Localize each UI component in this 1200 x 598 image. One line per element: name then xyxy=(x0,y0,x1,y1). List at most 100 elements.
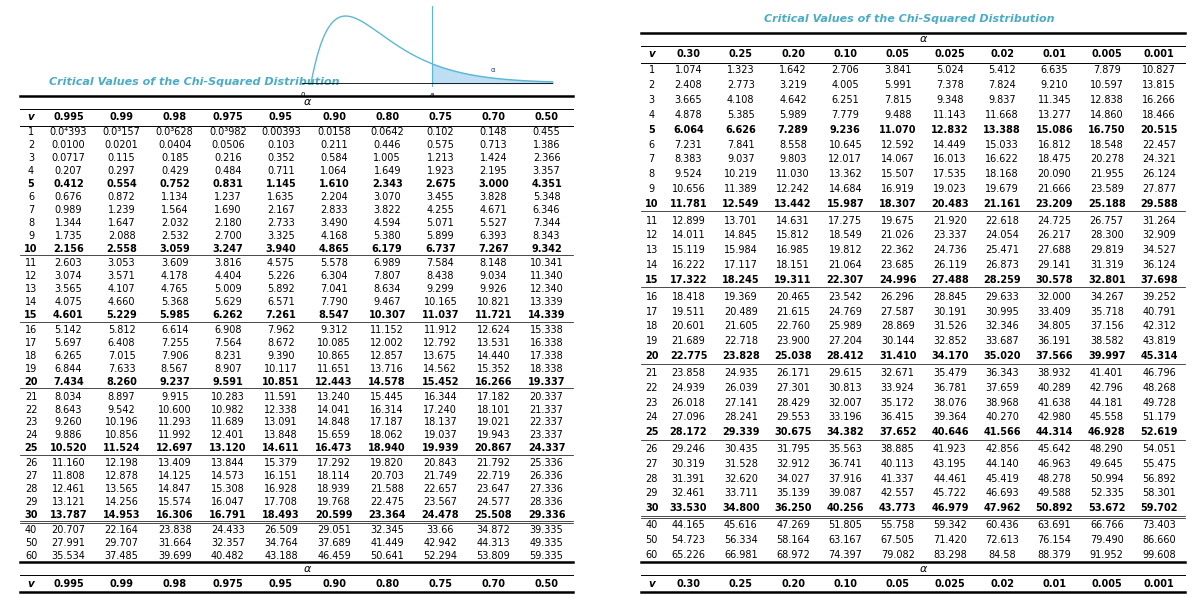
Text: 8.231: 8.231 xyxy=(214,351,241,361)
Text: 0.99: 0.99 xyxy=(109,579,133,588)
Text: 22.718: 22.718 xyxy=(724,336,757,346)
Text: 17.292: 17.292 xyxy=(317,458,352,468)
Text: 6.635: 6.635 xyxy=(1040,65,1068,75)
Text: 31.664: 31.664 xyxy=(158,538,192,548)
Text: 5.412: 5.412 xyxy=(989,65,1016,75)
Text: 22.719: 22.719 xyxy=(476,471,510,481)
Text: 49.588: 49.588 xyxy=(1038,489,1072,499)
Text: 0.30: 0.30 xyxy=(677,50,701,59)
Text: 13.362: 13.362 xyxy=(828,169,863,179)
Text: 0.0717: 0.0717 xyxy=(52,153,85,163)
Text: 1.649: 1.649 xyxy=(373,166,401,176)
Text: 22.618: 22.618 xyxy=(985,216,1019,225)
Text: 2: 2 xyxy=(649,80,655,90)
Text: 3.059: 3.059 xyxy=(160,243,190,254)
Text: 33.687: 33.687 xyxy=(985,336,1019,346)
Text: 18.338: 18.338 xyxy=(529,364,564,374)
Text: 7.261: 7.261 xyxy=(265,310,296,321)
Text: 7.824: 7.824 xyxy=(989,80,1016,90)
Text: 20.515: 20.515 xyxy=(1140,124,1178,135)
Text: 2.773: 2.773 xyxy=(727,80,755,90)
Text: 37.698: 37.698 xyxy=(1140,275,1178,285)
Text: 27.204: 27.204 xyxy=(828,336,863,346)
Text: 55.475: 55.475 xyxy=(1142,459,1176,469)
Text: 15.119: 15.119 xyxy=(672,245,706,255)
Text: 0.0³157: 0.0³157 xyxy=(103,127,140,137)
Text: 0.429: 0.429 xyxy=(161,166,188,176)
Text: 23.685: 23.685 xyxy=(881,260,914,270)
Text: 26.217: 26.217 xyxy=(1038,230,1072,240)
Text: 24.939: 24.939 xyxy=(672,383,706,393)
Text: 28: 28 xyxy=(25,484,37,494)
Text: 26.757: 26.757 xyxy=(1090,216,1124,225)
Text: 40: 40 xyxy=(646,520,658,530)
Text: 13.701: 13.701 xyxy=(724,216,757,225)
Text: 66.981: 66.981 xyxy=(724,550,757,560)
Text: 2.343: 2.343 xyxy=(372,179,402,189)
Text: 21.064: 21.064 xyxy=(828,260,863,270)
Text: 2.366: 2.366 xyxy=(533,153,560,163)
Text: 11.651: 11.651 xyxy=(317,364,350,374)
Text: 4.642: 4.642 xyxy=(779,95,806,105)
Text: 10.821: 10.821 xyxy=(476,297,510,307)
Text: 30: 30 xyxy=(646,504,659,513)
Text: 23: 23 xyxy=(25,417,37,428)
Text: 2.156: 2.156 xyxy=(53,243,84,254)
Text: 2.204: 2.204 xyxy=(320,192,348,202)
Text: 40.791: 40.791 xyxy=(1142,307,1176,316)
Text: 0.02: 0.02 xyxy=(990,579,1014,588)
Text: 7.633: 7.633 xyxy=(108,364,136,374)
Text: 0.0506: 0.0506 xyxy=(211,140,245,150)
Text: 16.222: 16.222 xyxy=(672,260,706,270)
Text: 0.05: 0.05 xyxy=(886,579,910,588)
Text: 9.803: 9.803 xyxy=(779,154,806,164)
Text: 10.341: 10.341 xyxy=(529,258,564,269)
Text: 32.000: 32.000 xyxy=(1038,292,1072,302)
Text: 42.796: 42.796 xyxy=(1090,383,1123,393)
Text: 11.689: 11.689 xyxy=(211,417,245,428)
Text: 0.713: 0.713 xyxy=(480,140,508,150)
Text: 11.340: 11.340 xyxy=(529,271,564,282)
Text: 34.800: 34.800 xyxy=(722,504,760,513)
Text: 11.037: 11.037 xyxy=(421,310,460,321)
Text: 38.885: 38.885 xyxy=(881,444,914,454)
Text: 13.848: 13.848 xyxy=(264,431,298,441)
Text: 60.436: 60.436 xyxy=(985,520,1019,530)
Text: 27.141: 27.141 xyxy=(724,398,757,407)
Text: 31.264: 31.264 xyxy=(1142,216,1176,225)
Text: 38.582: 38.582 xyxy=(1090,336,1123,346)
Text: 22: 22 xyxy=(646,383,658,393)
Text: 26.124: 26.124 xyxy=(1142,169,1176,179)
Text: 0.676: 0.676 xyxy=(55,192,83,202)
Text: 12.878: 12.878 xyxy=(104,471,138,481)
Text: 0.05: 0.05 xyxy=(886,50,910,59)
Text: 58.301: 58.301 xyxy=(1142,489,1176,499)
Text: 7.015: 7.015 xyxy=(108,351,136,361)
Text: 37.566: 37.566 xyxy=(1036,351,1073,361)
Text: 2.032: 2.032 xyxy=(161,218,188,228)
Text: 1.735: 1.735 xyxy=(54,231,83,241)
Text: 12.832: 12.832 xyxy=(931,124,968,135)
Text: 9.591: 9.591 xyxy=(212,377,244,387)
Text: 14: 14 xyxy=(25,297,37,307)
Text: 13.388: 13.388 xyxy=(983,124,1021,135)
Text: 3.940: 3.940 xyxy=(265,243,296,254)
Text: 52.335: 52.335 xyxy=(1090,489,1123,499)
Text: 13.565: 13.565 xyxy=(104,484,138,494)
Text: 7.344: 7.344 xyxy=(533,218,560,228)
Text: 54.051: 54.051 xyxy=(1142,444,1176,454)
Text: 37.916: 37.916 xyxy=(828,474,863,484)
Text: 11.668: 11.668 xyxy=(985,110,1019,120)
Text: 11.912: 11.912 xyxy=(424,325,457,335)
Text: v: v xyxy=(28,112,35,122)
Text: Critical Values of the Chi-Squared Distribution: Critical Values of the Chi-Squared Distr… xyxy=(763,14,1055,24)
Text: 10.165: 10.165 xyxy=(424,297,457,307)
Text: 16.791: 16.791 xyxy=(209,510,246,520)
Text: 29.336: 29.336 xyxy=(528,510,565,520)
Text: 59.702: 59.702 xyxy=(1140,504,1178,513)
Text: 37.652: 37.652 xyxy=(878,427,917,437)
Text: 83.298: 83.298 xyxy=(934,550,967,560)
Text: 14.611: 14.611 xyxy=(263,443,300,453)
Text: 13.409: 13.409 xyxy=(158,458,192,468)
Text: 4.878: 4.878 xyxy=(674,110,702,120)
